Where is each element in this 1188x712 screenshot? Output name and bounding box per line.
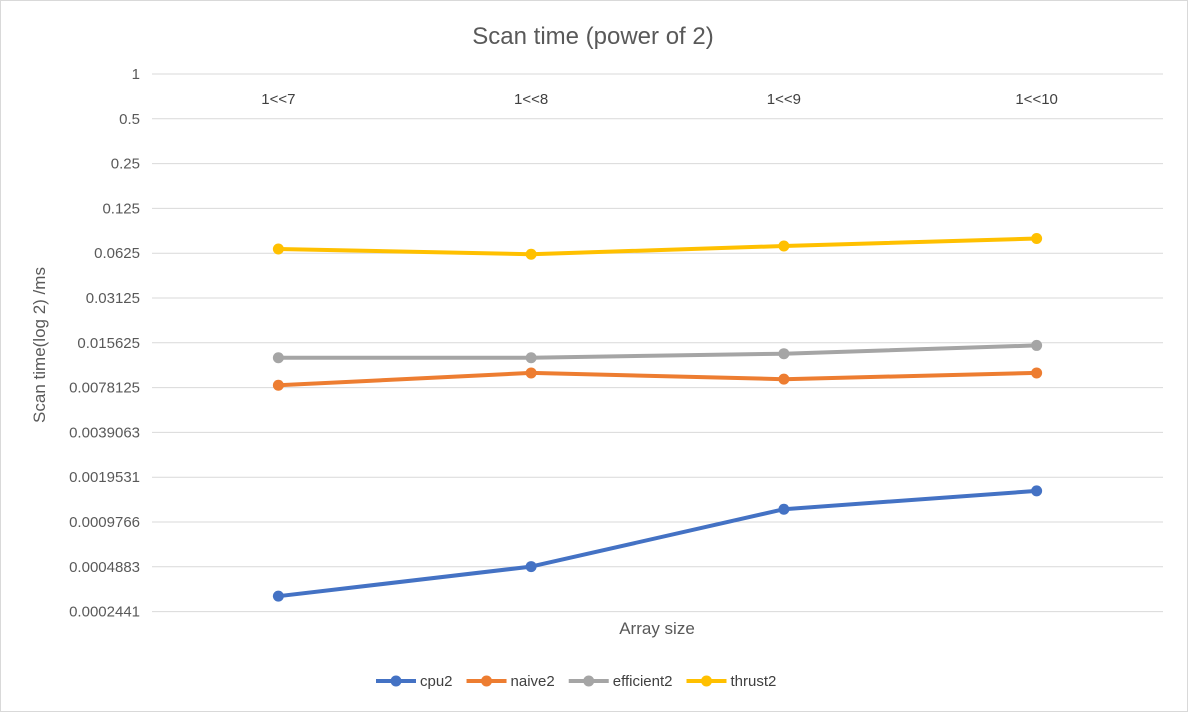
legend-item-naive2: naive2 [466, 673, 555, 690]
series-line-efficient2 [276, 343, 1039, 360]
y-tick-label: 0.0625 [94, 245, 140, 262]
x-tick-label: 1<<10 [1015, 91, 1058, 108]
series-line-cpu2 [276, 488, 1039, 599]
data-point-efficient2 [1031, 339, 1043, 351]
data-point-cpu2 [272, 590, 284, 602]
legend-swatch-marker [481, 675, 493, 687]
y-tick-label: 0.0019531 [69, 469, 140, 486]
legend-item-cpu2: cpu2 [376, 673, 453, 690]
y-tick-label: 0.0078125 [69, 380, 140, 397]
data-point-naive2 [778, 373, 790, 385]
series-line-naive2 [276, 370, 1039, 388]
data-point-efficient2 [778, 348, 790, 360]
gridlines [152, 73, 1163, 613]
data-point-thrust2 [1031, 232, 1043, 244]
data-point-naive2 [1031, 367, 1043, 379]
y-tick-label: 1 [132, 66, 140, 83]
series-lines [272, 232, 1043, 602]
y-tick-label: 0.015625 [77, 335, 140, 352]
data-point-thrust2 [525, 248, 537, 260]
chart-title: Scan time (power of 2) [472, 23, 713, 50]
y-tick-label: 0.03125 [86, 290, 140, 307]
y-axis-title: Scan time(log 2) /ms [30, 267, 49, 423]
data-point-cpu2 [525, 561, 537, 573]
series-line-thrust2 [276, 236, 1039, 257]
data-point-cpu2 [1031, 485, 1043, 497]
legend-label: cpu2 [420, 673, 453, 690]
y-tick-label: 0.0009766 [69, 514, 140, 531]
y-tick-label: 0.125 [102, 200, 140, 217]
x-axis-title: Array size [619, 619, 695, 638]
x-tick-label: 1<<8 [514, 91, 548, 108]
series-thrust2 [272, 232, 1043, 260]
legend-item-thrust2: thrust2 [686, 673, 777, 690]
x-tick-labels: 1<<7 1<<8 1<<9 1<<10 [261, 91, 1058, 108]
legend-label: thrust2 [731, 673, 777, 690]
y-tick-label: 0.0004883 [69, 559, 140, 576]
y-tick-labels: 1 0.5 0.25 0.125 0.0625 0.03125 0.015625 0.0078… [69, 66, 140, 621]
data-point-efficient2 [272, 352, 284, 364]
data-point-thrust2 [778, 240, 790, 252]
x-tick-label: 1<<7 [261, 91, 295, 108]
x-tick-label: 1<<9 [767, 91, 801, 108]
data-point-cpu2 [778, 503, 790, 515]
legend-swatch-marker [701, 675, 712, 687]
y-tick-label: 0.0039063 [69, 424, 140, 441]
legend-label: naive2 [511, 673, 555, 690]
legend-swatch-marker [583, 675, 595, 687]
series-efficient2 [272, 339, 1043, 364]
data-point-thrust2 [272, 243, 284, 255]
data-point-naive2 [525, 367, 537, 379]
legend: cpu2 naive2 efficient2 thrust2 [376, 673, 776, 690]
series-naive2 [272, 367, 1043, 391]
y-tick-label: 0.25 [111, 156, 140, 173]
y-tick-label: 0.5 [119, 111, 140, 128]
legend-swatch-marker [390, 675, 402, 687]
legend-item-efficient2: efficient2 [568, 673, 673, 690]
data-point-efficient2 [525, 352, 537, 364]
legend-label: efficient2 [613, 673, 673, 690]
y-tick-label: 0.0002441 [69, 604, 140, 621]
series-cpu2 [272, 485, 1043, 602]
data-point-naive2 [272, 379, 284, 391]
